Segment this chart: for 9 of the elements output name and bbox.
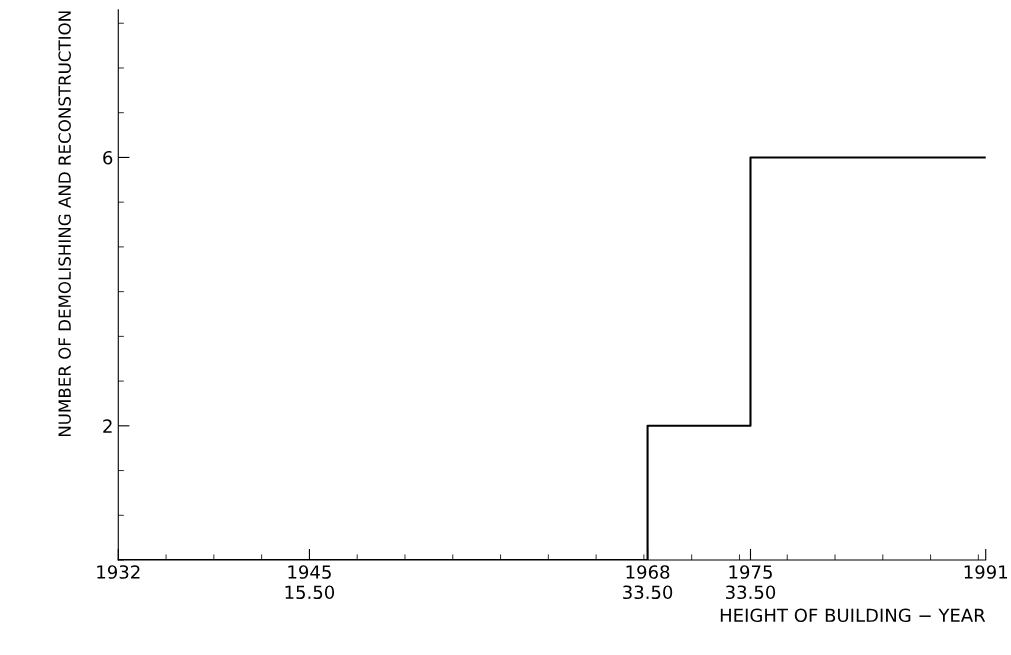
x-tick-label: 1991 — [964, 565, 1008, 579]
x-tick-label: 1932 — [97, 565, 140, 579]
x-tick-label: 1945 15.50 — [285, 565, 335, 600]
y-axis-title: NUMBER OF DEMOLISHING AND RECONSTRUCTION — [58, 11, 71, 437]
x-tick-label: 1968 33.50 — [623, 565, 673, 600]
y-tick-label: 6 — [103, 150, 113, 165]
y-tick-label: 2 — [103, 419, 112, 433]
x-axis-title: HEIGHT OF BUILDING − YEAR — [720, 608, 986, 623]
x-tick-label: 1975 33.50 — [726, 565, 776, 600]
